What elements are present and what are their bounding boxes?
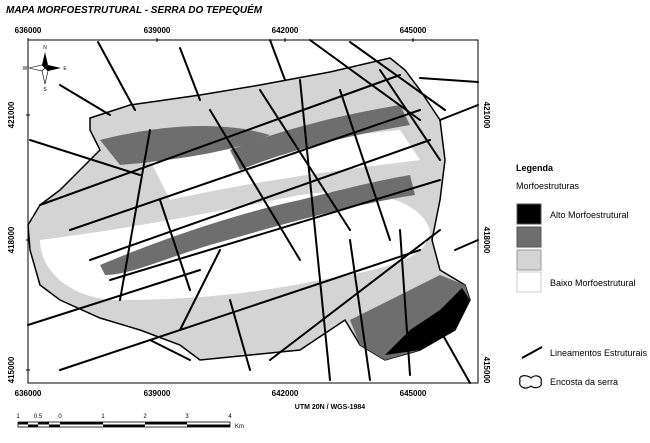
compass-needle bbox=[42, 52, 48, 68]
x-coord-bottom: 639000 bbox=[144, 389, 171, 398]
legend-swatch bbox=[516, 249, 542, 271]
lineament bbox=[309, 39, 421, 121]
low-area bbox=[40, 191, 430, 300]
scale-seg bbox=[60, 422, 103, 425]
lineament bbox=[149, 339, 191, 361]
y-coord-left: 421000 bbox=[7, 101, 16, 128]
y-coord-left: 418000 bbox=[7, 226, 16, 253]
x-coord-bottom: 636000 bbox=[15, 389, 42, 398]
scale-seg bbox=[187, 424, 230, 427]
scale-label: 1 bbox=[101, 414, 105, 420]
high-area bbox=[230, 105, 410, 170]
scale-bar: 1 0.5 0 1 2 3 4 Km bbox=[16, 414, 244, 430]
scale-label: 1 bbox=[16, 414, 20, 420]
lineament bbox=[39, 74, 401, 206]
coordinates: 636000 636000 639000 639000 642000 642000 6450… bbox=[7, 26, 491, 398]
peak-area bbox=[385, 288, 470, 355]
scale-label: 4 bbox=[228, 414, 232, 420]
lineament bbox=[89, 139, 431, 261]
scale-labels: 1 0.5 0 1 2 3 4 bbox=[16, 414, 232, 420]
lineament bbox=[259, 89, 351, 231]
low-area bbox=[150, 130, 420, 200]
scale-seg bbox=[28, 424, 38, 427]
scale-seg bbox=[38, 422, 49, 425]
legend-label: Baixo Morfoestrutural bbox=[550, 278, 636, 288]
compass-n: N bbox=[43, 45, 47, 51]
title: MAPA MORFOESTRUTURAL - SERRA DO TEPEQUÉM bbox=[6, 3, 263, 16]
high-area bbox=[100, 175, 415, 275]
x-coord-top: 636000 bbox=[15, 26, 42, 35]
lineament bbox=[349, 239, 371, 381]
y-coord-right: 415000 bbox=[482, 357, 491, 384]
lineament bbox=[439, 329, 471, 384]
x-coord-bottom: 642000 bbox=[272, 389, 299, 398]
lineament bbox=[179, 249, 221, 331]
lineament bbox=[229, 299, 251, 371]
lineament bbox=[269, 39, 286, 81]
legend-label: Encosta da serra bbox=[550, 377, 618, 387]
legend-swatch bbox=[516, 203, 542, 225]
lineament bbox=[399, 229, 411, 376]
lineament bbox=[439, 104, 479, 121]
y-coord-right: 421000 bbox=[482, 102, 491, 129]
lineament bbox=[109, 179, 441, 281]
legend-line bbox=[521, 346, 543, 359]
high-area bbox=[350, 275, 470, 360]
high-area bbox=[100, 125, 270, 165]
lineament bbox=[269, 229, 441, 361]
scale-seg bbox=[103, 424, 145, 427]
scale-label: 2 bbox=[143, 414, 147, 420]
projection: UTM 20N / WGS-1984 bbox=[295, 404, 366, 411]
lineament bbox=[59, 84, 111, 116]
lineament bbox=[419, 77, 479, 83]
legend-label: Lineamentos Estruturais bbox=[550, 348, 648, 358]
y-coord-left: 415000 bbox=[7, 356, 16, 383]
scale-unit: Km bbox=[235, 424, 244, 430]
y-coord-right: 418000 bbox=[482, 227, 491, 254]
compass-w: W bbox=[23, 66, 28, 72]
compass: N S E W bbox=[23, 45, 68, 93]
scale-seg bbox=[18, 422, 28, 425]
lineament bbox=[59, 249, 421, 371]
compass-e: E bbox=[63, 66, 67, 72]
x-coord-top: 639000 bbox=[144, 26, 171, 35]
lineament bbox=[29, 139, 141, 176]
compass-s: S bbox=[43, 87, 47, 93]
lineament bbox=[299, 79, 331, 381]
x-coord-top: 642000 bbox=[272, 26, 299, 35]
scale-label: 0 bbox=[58, 414, 62, 420]
scale-label: 0.5 bbox=[34, 414, 43, 420]
legend-label: Alto Morfoestrutural bbox=[550, 210, 629, 220]
lineament bbox=[209, 109, 301, 261]
lineament bbox=[379, 69, 441, 161]
x-coord-top: 645000 bbox=[400, 26, 427, 35]
legend-outline bbox=[519, 375, 542, 389]
legend-swatch bbox=[516, 271, 542, 293]
legend-subtitle: Morfoestruturas bbox=[516, 181, 580, 191]
lineament bbox=[454, 239, 479, 251]
lineament bbox=[179, 47, 201, 101]
legend-title: Legenda bbox=[516, 163, 554, 173]
lineaments bbox=[27, 39, 479, 384]
x-coord-bottom: 645000 bbox=[400, 389, 427, 398]
legend: Legenda Morfoestruturas Alto Morfoestrut… bbox=[516, 163, 648, 389]
lineament bbox=[339, 89, 391, 241]
lineament bbox=[97, 41, 136, 111]
terrain bbox=[27, 57, 471, 361]
scale-seg bbox=[49, 424, 60, 427]
scale-label: 3 bbox=[185, 414, 189, 420]
compass-needle bbox=[45, 65, 61, 71]
lineament bbox=[27, 269, 201, 326]
lineament bbox=[119, 129, 151, 301]
scale-seg bbox=[145, 422, 187, 425]
legend-swatch bbox=[516, 226, 542, 248]
